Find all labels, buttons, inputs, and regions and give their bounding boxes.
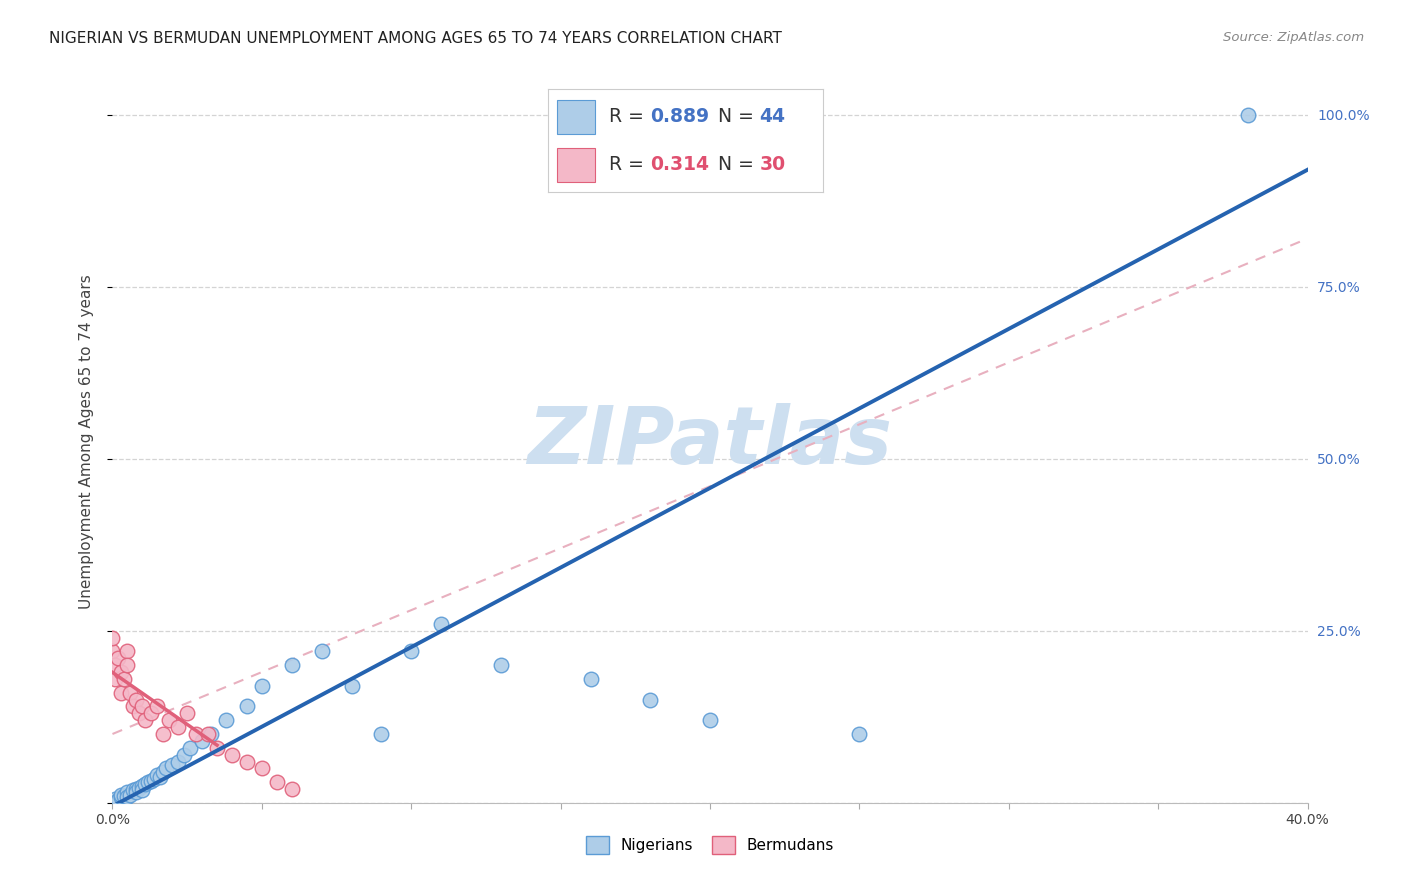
FancyBboxPatch shape bbox=[557, 101, 595, 135]
Point bbox=[149, 770, 172, 784]
Point bbox=[489, 658, 512, 673]
Point bbox=[215, 713, 238, 727]
Point bbox=[311, 644, 333, 658]
Point bbox=[141, 773, 163, 788]
Point bbox=[157, 713, 180, 727]
Point bbox=[176, 706, 198, 721]
Point bbox=[250, 679, 273, 693]
Point bbox=[236, 699, 259, 714]
Point bbox=[152, 764, 174, 779]
Point bbox=[117, 644, 139, 658]
Point bbox=[146, 699, 169, 714]
Point bbox=[122, 783, 145, 797]
Text: N =: N = bbox=[718, 107, 761, 127]
Point bbox=[167, 755, 190, 769]
Point bbox=[281, 782, 304, 797]
Point bbox=[143, 772, 166, 786]
Point bbox=[134, 713, 156, 727]
Point bbox=[125, 692, 148, 706]
Point bbox=[167, 720, 190, 734]
Point bbox=[848, 727, 870, 741]
Point bbox=[200, 727, 222, 741]
Text: 30: 30 bbox=[759, 154, 786, 174]
Point bbox=[162, 758, 183, 772]
Point bbox=[281, 658, 304, 673]
Point bbox=[131, 699, 153, 714]
Y-axis label: Unemployment Among Ages 65 to 74 years: Unemployment Among Ages 65 to 74 years bbox=[79, 274, 94, 609]
Point bbox=[205, 740, 228, 755]
Point bbox=[579, 672, 602, 686]
Point bbox=[250, 761, 273, 775]
Point bbox=[131, 779, 153, 793]
Point bbox=[221, 747, 243, 762]
Point bbox=[120, 686, 142, 700]
Text: 0.314: 0.314 bbox=[650, 154, 709, 174]
Point bbox=[266, 775, 288, 789]
Point bbox=[131, 783, 153, 797]
Point bbox=[110, 788, 132, 802]
Legend: Nigerians, Bermudans: Nigerians, Bermudans bbox=[579, 830, 841, 860]
Text: N =: N = bbox=[718, 154, 761, 174]
Point bbox=[340, 679, 363, 693]
Point bbox=[401, 644, 423, 658]
Text: 44: 44 bbox=[759, 107, 786, 127]
Point bbox=[110, 665, 132, 679]
Point bbox=[430, 616, 453, 631]
Text: ZIPatlas: ZIPatlas bbox=[527, 402, 893, 481]
Point bbox=[117, 658, 139, 673]
Point bbox=[122, 699, 145, 714]
Point bbox=[125, 782, 148, 797]
Point bbox=[699, 713, 721, 727]
Point bbox=[640, 692, 662, 706]
Point bbox=[104, 672, 127, 686]
Point bbox=[125, 785, 148, 799]
Text: 0.889: 0.889 bbox=[650, 107, 709, 127]
Point bbox=[138, 775, 160, 789]
Text: NIGERIAN VS BERMUDAN UNEMPLOYMENT AMONG AGES 65 TO 74 YEARS CORRELATION CHART: NIGERIAN VS BERMUDAN UNEMPLOYMENT AMONG … bbox=[49, 31, 782, 46]
Point bbox=[117, 785, 139, 799]
Point bbox=[128, 780, 150, 795]
Point bbox=[114, 789, 135, 803]
Point bbox=[134, 776, 156, 790]
Point bbox=[236, 755, 259, 769]
Point bbox=[120, 788, 142, 802]
Point bbox=[141, 706, 163, 721]
Point bbox=[107, 793, 129, 807]
Text: R =: R = bbox=[609, 154, 650, 174]
Point bbox=[104, 658, 127, 673]
Point bbox=[117, 790, 139, 805]
Point bbox=[114, 672, 135, 686]
Point bbox=[146, 768, 169, 782]
Point bbox=[186, 727, 208, 741]
Point bbox=[155, 761, 177, 775]
Point bbox=[110, 790, 132, 805]
Point bbox=[128, 706, 150, 721]
Point bbox=[101, 631, 124, 645]
Point bbox=[1237, 108, 1260, 122]
Point bbox=[152, 727, 174, 741]
Point bbox=[197, 727, 219, 741]
Point bbox=[107, 651, 129, 665]
Point bbox=[370, 727, 392, 741]
Point bbox=[173, 747, 195, 762]
FancyBboxPatch shape bbox=[557, 148, 595, 181]
Point bbox=[104, 792, 127, 806]
Text: R =: R = bbox=[609, 107, 650, 127]
Point bbox=[101, 796, 124, 810]
Text: Source: ZipAtlas.com: Source: ZipAtlas.com bbox=[1223, 31, 1364, 45]
Point bbox=[110, 686, 132, 700]
Point bbox=[179, 740, 201, 755]
Point bbox=[191, 734, 214, 748]
Point bbox=[101, 644, 124, 658]
